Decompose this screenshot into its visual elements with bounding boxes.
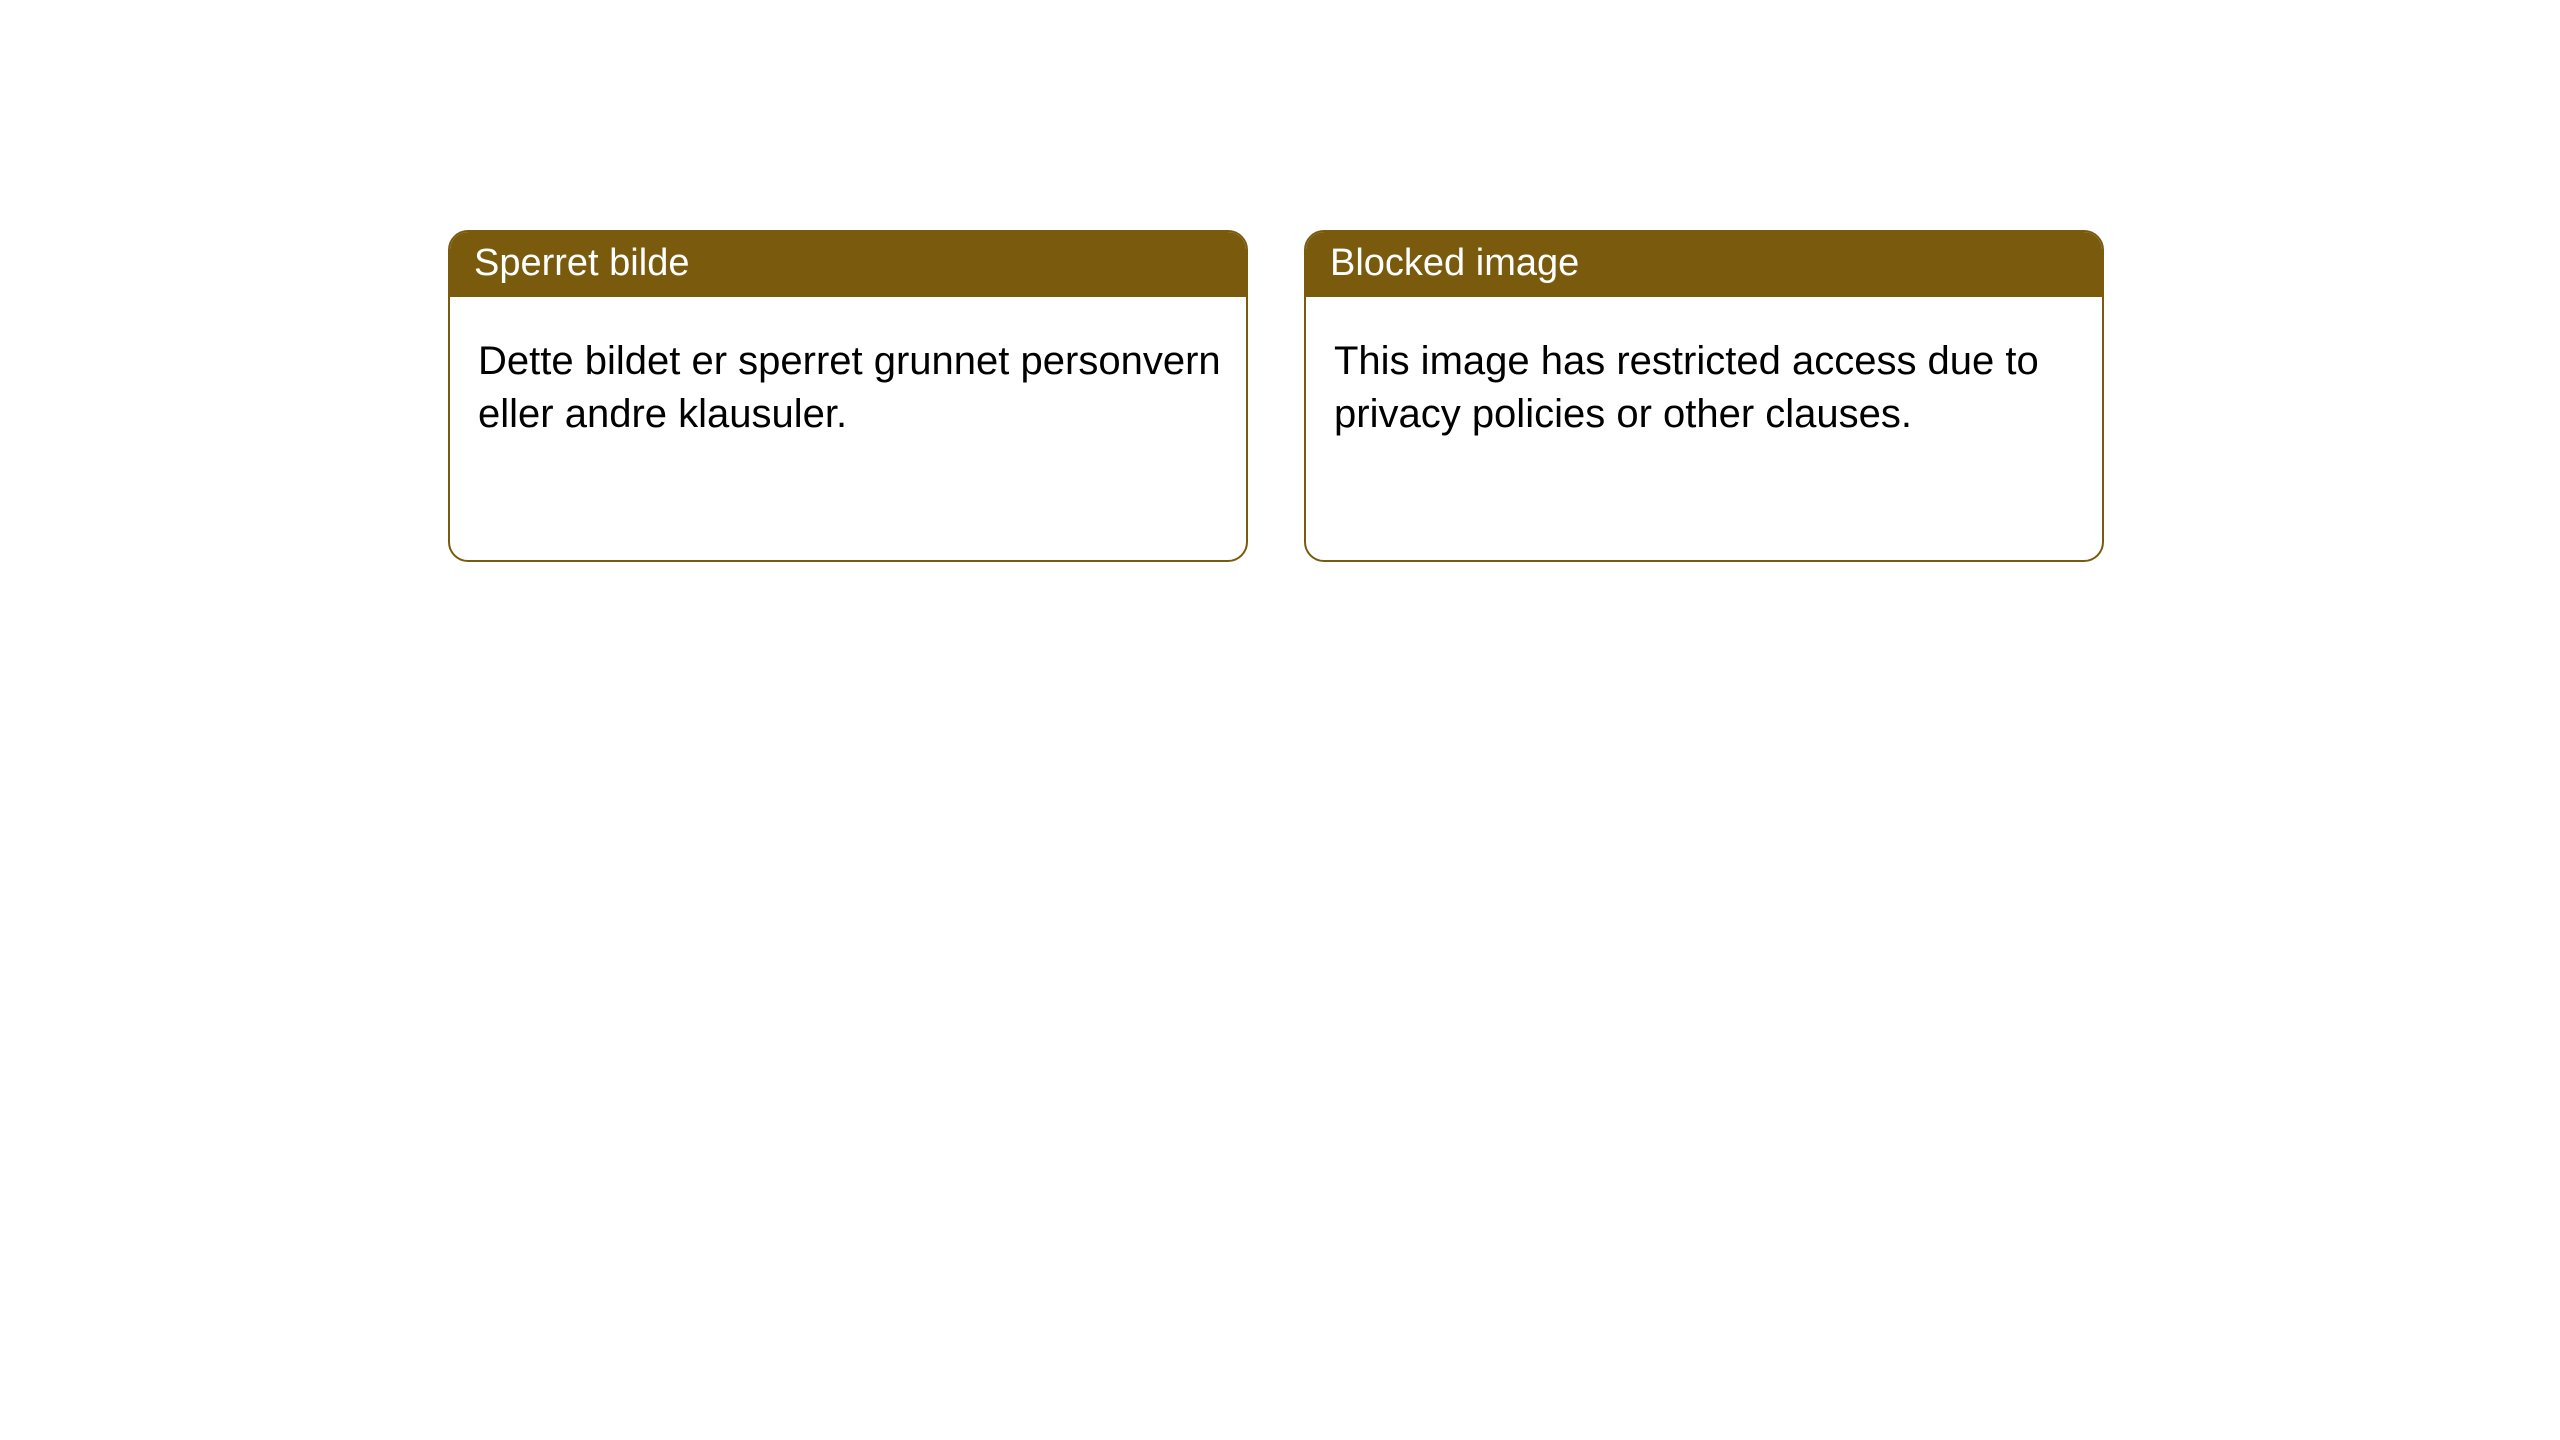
card-message: Dette bildet er sperret grunnet personve… [478, 339, 1221, 436]
card-body: This image has restricted access due to … [1306, 297, 2102, 465]
blocked-image-card-en: Blocked image This image has restricted … [1304, 230, 2104, 562]
notice-container: Sperret bilde Dette bildet er sperret gr… [0, 0, 2560, 562]
card-title: Sperret bilde [474, 242, 689, 284]
card-message: This image has restricted access due to … [1334, 339, 2039, 436]
card-header: Blocked image [1306, 232, 2102, 297]
card-body: Dette bildet er sperret grunnet personve… [450, 297, 1246, 465]
card-title: Blocked image [1330, 242, 1579, 284]
blocked-image-card-no: Sperret bilde Dette bildet er sperret gr… [448, 230, 1248, 562]
card-header: Sperret bilde [450, 232, 1246, 297]
